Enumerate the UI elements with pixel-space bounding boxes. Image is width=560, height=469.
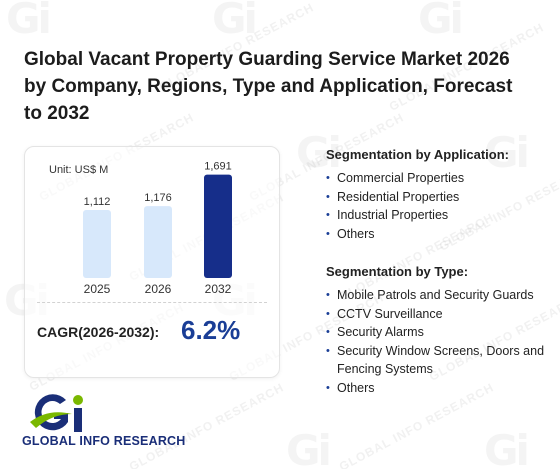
tick-label-2025: 2025	[84, 282, 111, 296]
company-logo: GLOBAL INFO RESEARCH	[22, 392, 192, 452]
list-item: Mobile Patrols and Security Guards	[326, 286, 546, 305]
segmentation-application: Segmentation by Application: Commercial …	[326, 147, 546, 243]
list-item: Residential Properties	[326, 188, 546, 207]
data-label-2026: 1,176	[144, 192, 172, 204]
watermark-logo-mark: Gi	[6, 0, 52, 43]
tick-label-2026: 2026	[145, 282, 172, 296]
list-item: Security Window Screens, Doors and Fenci…	[326, 342, 546, 379]
segmentation-application-title: Segmentation by Application:	[326, 147, 509, 162]
divider	[37, 302, 267, 303]
watermark-logo-mark: Gi	[212, 0, 258, 43]
list-item: Industrial Properties	[326, 206, 546, 225]
bar-2025	[83, 210, 111, 278]
chart-card: Unit: US$ M 1,112 2025 1,176 2026 1,691 2032 …	[24, 146, 280, 378]
watermark-logo-mark: Gi	[286, 426, 332, 469]
segmentation-type-title: Segmentation by Type:	[326, 264, 469, 279]
list-item: Others	[326, 379, 546, 398]
tick-label-2032: 2032	[205, 282, 232, 296]
page-title: Global Vacant Property Guarding Service …	[24, 49, 513, 124]
cagr-value: 6.2%	[181, 315, 241, 345]
unit-label: Unit: US$ M	[49, 164, 109, 176]
logo-text: GLOBAL INFO RESEARCH	[22, 434, 186, 448]
watermark-logo-mark: Gi	[418, 0, 464, 43]
bar-chart: 1,112 2025 1,176 2026 1,691 2032	[83, 161, 232, 296]
list-item: Security Alarms	[326, 323, 546, 342]
list-item: Others	[326, 225, 546, 244]
data-label-2025: 1,112	[84, 196, 111, 208]
list-item: CCTV Surveillance	[326, 305, 546, 324]
list-item: Commercial Properties	[326, 169, 546, 188]
segmentation-type: Segmentation by Type: Mobile Patrols and…	[326, 264, 546, 397]
bar-2032	[204, 174, 232, 278]
cagr-label: CAGR(2026-2032):	[37, 324, 160, 340]
logo-mark-icon	[30, 394, 83, 432]
bar-2026	[144, 206, 172, 278]
watermark-logo-mark: Gi	[484, 426, 530, 469]
data-label-2032: 1,691	[204, 161, 232, 173]
